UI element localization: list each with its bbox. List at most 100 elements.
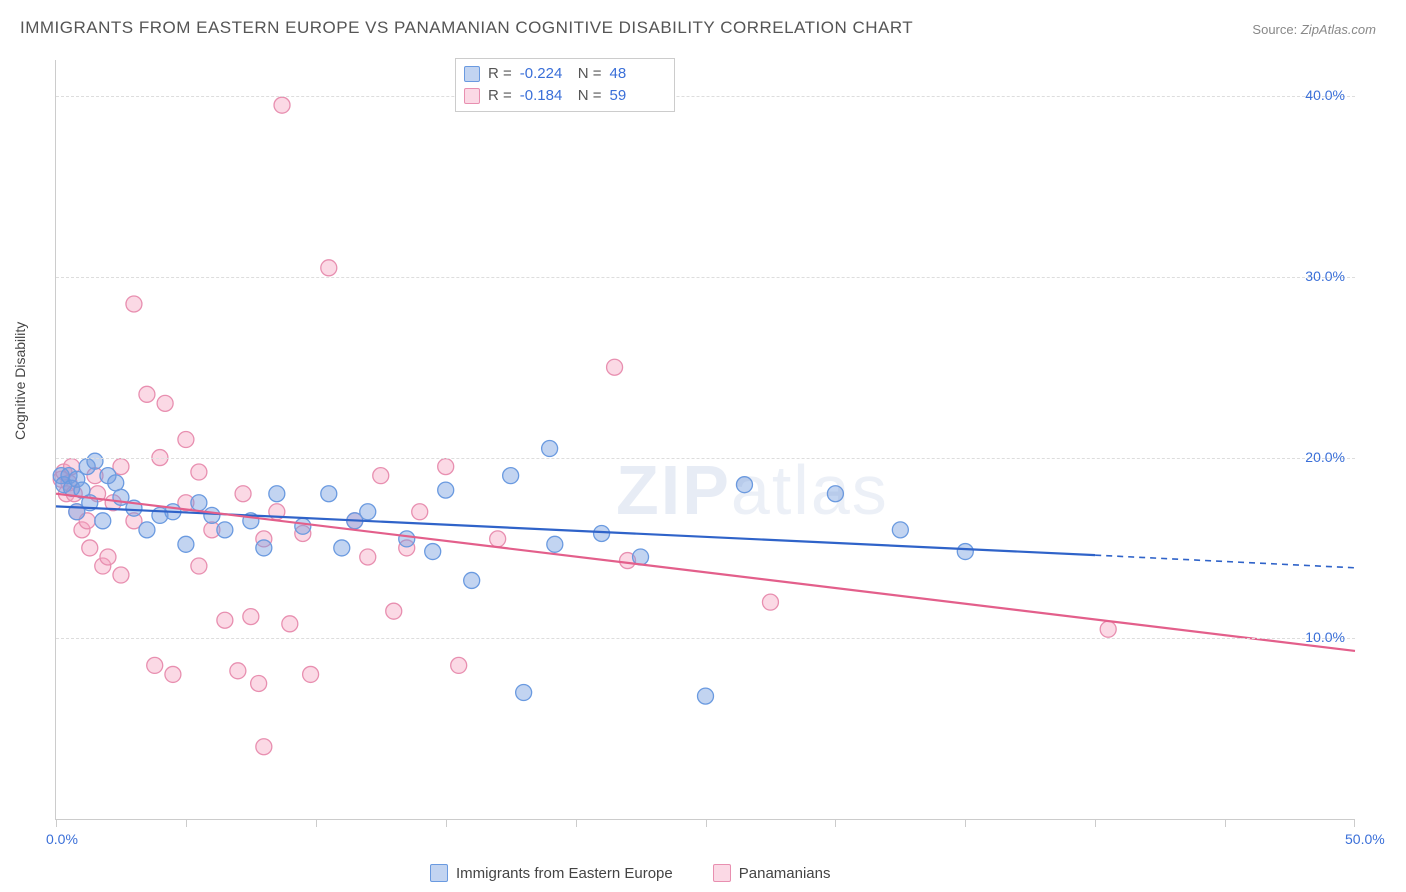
r-value-1: -0.184 <box>520 85 570 107</box>
scatter-point <box>243 609 259 625</box>
regression-line-extrapolated <box>1095 555 1355 568</box>
scatter-point <box>113 567 129 583</box>
scatter-point <box>490 531 506 547</box>
scatter-point <box>95 513 111 529</box>
legend-label-0: Immigrants from Eastern Europe <box>456 865 673 882</box>
scatter-point <box>892 522 908 538</box>
legend-label-1: Panamanians <box>739 865 831 882</box>
scatter-point <box>516 685 532 701</box>
scatter-point <box>303 666 319 682</box>
scatter-point <box>438 482 454 498</box>
y-tick-label: 40.0% <box>1305 87 1345 103</box>
scatter-point <box>251 675 267 691</box>
correlation-stats-box: R = -0.224 N = 48 R = -0.184 N = 59 <box>455 58 675 112</box>
x-tick <box>56 819 57 827</box>
y-tick-label: 30.0% <box>1305 268 1345 284</box>
scatter-point <box>178 536 194 552</box>
scatter-point <box>736 477 752 493</box>
x-tick <box>835 819 836 827</box>
scatter-point <box>451 657 467 673</box>
x-tick <box>316 819 317 827</box>
y-tick-label: 10.0% <box>1305 629 1345 645</box>
gridline <box>56 638 1355 639</box>
chart-title: IMMIGRANTS FROM EASTERN EUROPE VS PANAMA… <box>20 18 913 38</box>
scatter-point <box>547 536 563 552</box>
scatter-point <box>217 612 233 628</box>
n-label-0: N = <box>578 63 602 85</box>
scatter-point <box>217 522 233 538</box>
scatter-point <box>412 504 428 520</box>
n-value-0: 48 <box>610 63 660 85</box>
r-label-0: R = <box>488 63 512 85</box>
scatter-point <box>542 441 558 457</box>
x-tick-label: 0.0% <box>46 831 78 847</box>
x-tick <box>965 819 966 827</box>
legend-swatch-0 <box>430 864 448 882</box>
scatter-point <box>269 486 285 502</box>
y-axis-label: Cognitive Disability <box>12 322 28 440</box>
scatter-point <box>1100 621 1116 637</box>
scatter-point <box>191 495 207 511</box>
x-tick <box>576 819 577 827</box>
x-tick <box>706 819 707 827</box>
scatter-point <box>178 432 194 448</box>
scatter-point <box>108 475 124 491</box>
scatter-point <box>321 260 337 276</box>
scatter-point <box>100 549 116 565</box>
source-label: Source: <box>1252 22 1297 37</box>
scatter-point <box>464 572 480 588</box>
scatter-point <box>386 603 402 619</box>
scatter-point <box>235 486 251 502</box>
legend-item-1: Panamanians <box>713 864 831 882</box>
scatter-point <box>204 507 220 523</box>
scatter-point <box>87 453 103 469</box>
scatter-point <box>147 657 163 673</box>
scatter-point <box>157 395 173 411</box>
n-value-1: 59 <box>610 85 660 107</box>
plot-area: ZIPatlas 10.0%20.0%30.0%40.0%0.0%50.0% <box>55 60 1355 820</box>
gridline <box>56 96 1355 97</box>
scatter-point <box>698 688 714 704</box>
scatter-point <box>334 540 350 556</box>
scatter-point <box>139 522 155 538</box>
scatter-point <box>191 464 207 480</box>
scatter-point <box>594 525 610 541</box>
scatter-point <box>139 386 155 402</box>
y-tick-label: 20.0% <box>1305 449 1345 465</box>
scatter-point <box>282 616 298 632</box>
source-value: ZipAtlas.com <box>1301 22 1376 37</box>
x-tick <box>1225 819 1226 827</box>
scatter-point <box>373 468 389 484</box>
scatter-point <box>295 518 311 534</box>
scatter-point <box>360 549 376 565</box>
regression-line <box>56 494 1355 651</box>
scatter-point <box>274 97 290 113</box>
scatter-point <box>230 663 246 679</box>
swatch-series-0 <box>464 66 480 82</box>
scatter-point <box>126 296 142 312</box>
gridline <box>56 277 1355 278</box>
scatter-point <box>503 468 519 484</box>
x-tick <box>1354 819 1355 827</box>
scatter-point <box>360 504 376 520</box>
scatter-point <box>191 558 207 574</box>
chart-svg <box>56 60 1355 819</box>
n-label-1: N = <box>578 85 602 107</box>
scatter-point <box>399 531 415 547</box>
scatter-point <box>256 739 272 755</box>
legend-item-0: Immigrants from Eastern Europe <box>430 864 673 882</box>
scatter-point <box>321 486 337 502</box>
scatter-point <box>607 359 623 375</box>
scatter-point <box>425 544 441 560</box>
r-label-1: R = <box>488 85 512 107</box>
stats-row-series-0: R = -0.224 N = 48 <box>464 63 660 85</box>
r-value-0: -0.224 <box>520 63 570 85</box>
scatter-point <box>827 486 843 502</box>
legend-swatch-1 <box>713 864 731 882</box>
x-tick <box>1095 819 1096 827</box>
stats-row-series-1: R = -0.184 N = 59 <box>464 85 660 107</box>
scatter-point <box>957 544 973 560</box>
legend: Immigrants from Eastern Europe Panamania… <box>430 864 830 882</box>
scatter-point <box>82 540 98 556</box>
swatch-series-1 <box>464 88 480 104</box>
